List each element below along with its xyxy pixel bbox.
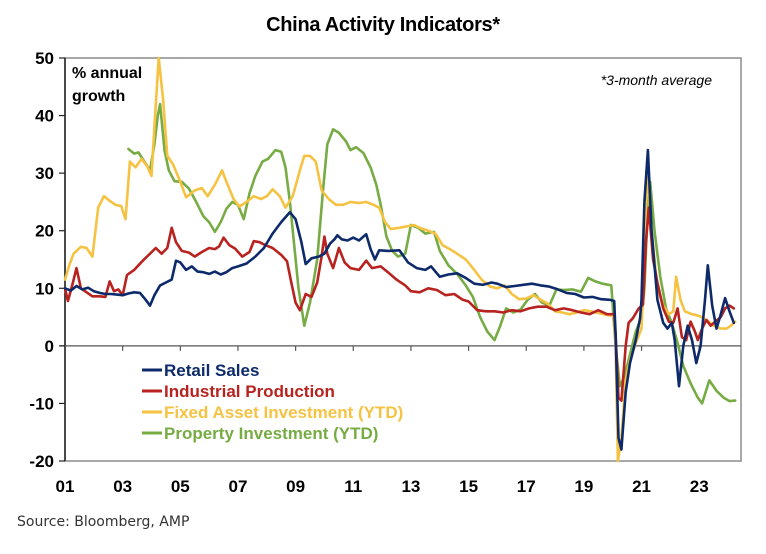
y-tick-label: -20 (29, 452, 54, 471)
x-tick-label: 01 (56, 477, 75, 496)
legend-label: Property Investment (YTD) (164, 424, 378, 443)
y-tick-label: 50 (35, 49, 54, 68)
legend-label: Fixed Asset Investment (YTD) (164, 403, 403, 422)
x-tick-label: 19 (574, 477, 593, 496)
legend-label: Industrial Production (164, 382, 335, 401)
plot-frame (60, 57, 742, 462)
y-tick-label: 30 (35, 164, 54, 183)
y-tick-label: -10 (29, 394, 54, 413)
series-group (63, 56, 737, 463)
legend: Retail Sales Industrial Production Fixed A… (142, 361, 403, 443)
legend-item: Fixed Asset Investment (YTD) (142, 403, 403, 422)
x-tick-label: 13 (401, 477, 420, 496)
x-tick-label: 11 (344, 477, 362, 496)
legend-item: Retail Sales (142, 361, 259, 380)
x-tick-label: 09 (286, 477, 305, 496)
legend-item: Industrial Production (142, 382, 335, 401)
y-tick-label: 40 (35, 107, 54, 126)
note-annotation: *3-month average (601, 72, 713, 88)
x-tick-label: 17 (517, 477, 536, 496)
x-tick-label: 07 (229, 477, 248, 496)
series-line-industrial-production (63, 206, 736, 402)
x-tick-label: 03 (113, 477, 132, 496)
source-text: Source: Bloomberg, AMP (17, 514, 190, 530)
x-tick-label: 15 (459, 477, 478, 496)
y-annotation-line2: growth (72, 88, 125, 105)
y-tick-label: 20 (35, 222, 54, 241)
chart-title: China Activity Indicators* (266, 14, 500, 36)
x-tick-label: 21 (632, 477, 651, 496)
y-annotation-line1: % annual (72, 65, 142, 82)
y-axis: -20 -10 0 10 20 30 40 50 (29, 49, 65, 471)
x-tick-label: 05 (171, 477, 190, 496)
y-tick-label: 0 (45, 337, 54, 356)
series-line-retail-sales (63, 148, 736, 451)
legend-item: Property Investment (YTD) (142, 424, 378, 443)
x-axis: 01 03 05 07 09 11 13 15 17 19 21 23 (56, 345, 709, 496)
series-line-fixed-asset-investment-ytd (63, 56, 737, 463)
x-tick-label: 23 (690, 477, 709, 496)
y-tick-label: 10 (35, 279, 54, 298)
legend-label: Retail Sales (164, 361, 259, 380)
